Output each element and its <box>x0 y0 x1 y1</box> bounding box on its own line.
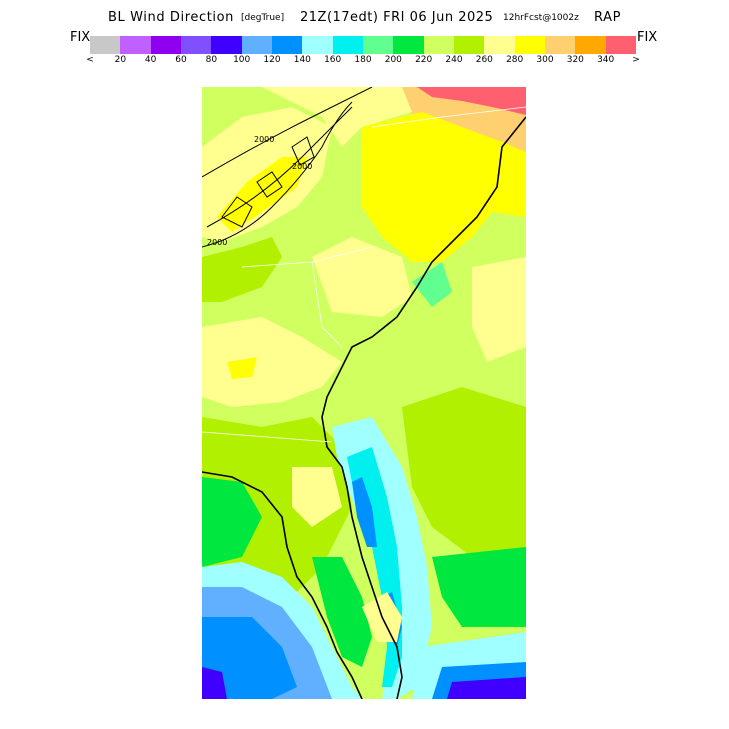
title-model: RAP <box>594 10 622 25</box>
legend-swatch <box>605 36 636 54</box>
title-forecast-info: 12hrFcst@1002z <box>503 13 579 23</box>
field-120-gulf <box>202 617 297 699</box>
field-120-plume <box>352 477 377 547</box>
contour-label: 2000 <box>292 162 312 171</box>
legend-tick-label: 100 <box>233 55 251 65</box>
legend-swatch <box>241 36 272 54</box>
legend-tick-label: 340 <box>597 55 615 65</box>
legend-tick-label: < <box>86 55 94 65</box>
legend-swatch <box>90 36 121 54</box>
legend-swatch <box>120 36 151 54</box>
legend-swatch <box>484 36 515 54</box>
field-260-north <box>262 87 412 147</box>
legend-swatch <box>150 36 181 54</box>
legend-swatch <box>575 36 606 54</box>
legend-tick-label: 60 <box>175 55 187 65</box>
legend-tick-label: 120 <box>263 55 281 65</box>
legend-swatch <box>362 36 394 54</box>
contour-label: 2000 <box>207 238 227 247</box>
legend-tick-label: 80 <box>205 55 218 65</box>
wind-direction-map: 2000 2000 2000 <box>202 87 526 699</box>
field-200-atlantic <box>432 547 526 627</box>
contour-line <box>291 136 315 166</box>
map-svg: 2000 2000 2000 <box>202 87 526 699</box>
legend-swatch <box>180 36 212 54</box>
title-main: BL Wind Direction <box>108 10 235 25</box>
legend-tick-label: 40 <box>144 55 157 65</box>
legend-swatch <box>544 36 576 54</box>
color-scale-ticks: <20 40 60 80 100 120 140 160 180 200 220 240 260 280 3… <box>86 55 640 69</box>
field-200-south-fl <box>312 557 372 667</box>
field-240-west <box>202 237 282 302</box>
legend-tick-label: 180 <box>354 55 372 65</box>
contour-line <box>206 106 353 228</box>
legend-tick-label: 240 <box>445 55 463 65</box>
legend-fix-left: FIX <box>70 30 91 45</box>
legend-tick-label: 140 <box>293 55 311 65</box>
legend-tick-label: 320 <box>566 55 584 65</box>
field-260-central <box>312 237 412 317</box>
coastline <box>321 116 526 699</box>
legend-swatch <box>453 36 485 54</box>
field-80-south-atlantic <box>447 677 526 699</box>
legend-swatch <box>423 36 454 54</box>
legend-tick-label: 160 <box>324 55 342 65</box>
legend-swatch <box>514 36 545 54</box>
legend-tick-label: 20 <box>114 55 127 65</box>
field-340 <box>417 87 526 115</box>
title-unit: [degTrue] <box>241 13 285 23</box>
state-boundary <box>371 106 526 128</box>
field-260-offshore <box>472 257 526 362</box>
contour-line <box>202 87 373 178</box>
title-valid-time: 21Z(17edt) FRI 06 Jun 2025 <box>300 10 494 25</box>
legend-swatch <box>332 36 363 54</box>
chart-title: BL Wind Direction [degTrue] 21Z(17edt) F… <box>0 8 729 28</box>
legend-tick-label: 260 <box>475 55 493 65</box>
legend-tick-label: > <box>632 55 640 65</box>
color-scale <box>90 36 636 54</box>
field-260-inland <box>292 467 342 527</box>
gulf-coastline <box>202 471 363 699</box>
field-180-coast <box>412 262 452 307</box>
field-240-atlantic <box>402 387 526 557</box>
legend-tick-label: 300 <box>536 55 554 65</box>
legend-fix-right: FIX <box>637 30 658 45</box>
field-280-300-northeast <box>362 112 526 262</box>
legend-tick-label: 200 <box>384 55 402 65</box>
legend-swatch <box>271 36 303 54</box>
state-boundary <box>202 431 333 443</box>
field-260-west <box>202 317 342 407</box>
field-200-gulf <box>202 477 262 567</box>
legend-swatch <box>211 36 242 54</box>
field-80-gulf <box>202 667 227 699</box>
contour-line <box>202 101 353 248</box>
state-boundary <box>311 261 343 348</box>
field-280-ridge <box>217 157 307 232</box>
contour-label: 2000 <box>254 135 274 144</box>
legend-swatch <box>302 36 333 54</box>
contour-line <box>256 171 283 198</box>
contour-line <box>221 196 253 228</box>
legend-tick-label: 280 <box>506 55 524 65</box>
legend-tick-label: 220 <box>415 55 433 65</box>
field-280-spot <box>227 357 257 379</box>
legend-swatch <box>393 36 424 54</box>
terrain-contours <box>202 87 373 248</box>
